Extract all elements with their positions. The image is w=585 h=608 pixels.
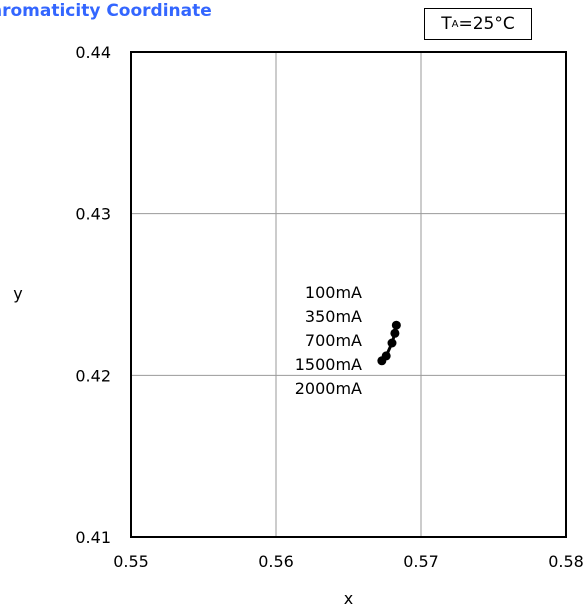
condition-symbol: T: [441, 14, 452, 34]
data-point: [390, 328, 400, 338]
axis-ticks: 0.55 0.56 0.57 0.58 0.41 0.42 0.43 0.44: [75, 43, 583, 571]
plot-area: [130, 51, 567, 538]
grid-lines: [131, 52, 566, 537]
data-point: [387, 338, 397, 348]
condition-value: =25°C: [458, 14, 515, 34]
y-tick-label: 0.41: [75, 528, 111, 547]
temperature-condition-box: T A =25°C: [424, 8, 532, 40]
condition-subscript: A: [451, 18, 459, 30]
x-tick-label: 0.58: [548, 552, 584, 571]
y-tick-label: 0.42: [75, 366, 111, 385]
data-point: [391, 320, 401, 330]
point-labels: 100mA 350mA 700mA 1500mA 2000mA: [295, 283, 362, 398]
data-point: [377, 356, 387, 366]
data-series: [377, 320, 401, 366]
data-label: 350mA: [305, 307, 362, 326]
data-label: 2000mA: [295, 379, 362, 398]
data-label: 100mA: [305, 283, 362, 302]
chart-title: hromaticity Coordinate: [0, 1, 212, 21]
data-label: 700mA: [305, 331, 362, 350]
y-axis-label: y: [13, 284, 22, 303]
data-label: 1500mA: [295, 355, 362, 374]
y-tick-label: 0.44: [75, 43, 111, 62]
x-tick-label: 0.57: [403, 552, 439, 571]
x-axis-label: x: [344, 589, 353, 608]
y-tick-label: 0.43: [75, 205, 111, 224]
x-tick-label: 0.55: [113, 552, 149, 571]
x-tick-label: 0.56: [258, 552, 294, 571]
